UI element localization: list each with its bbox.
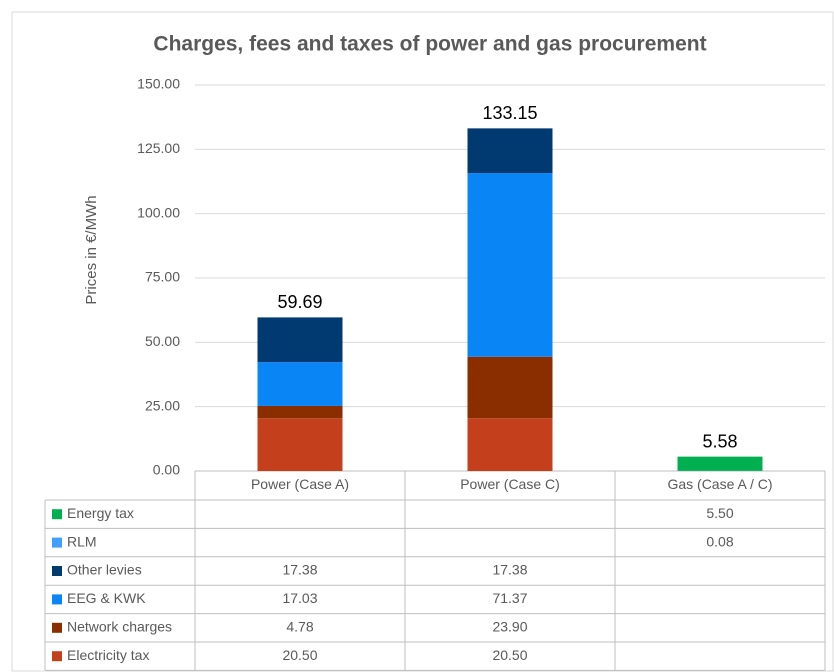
y-tick-label: 50.00 <box>145 333 180 349</box>
legend-key <box>52 622 62 633</box>
table-value: 17.38 <box>492 562 527 578</box>
y-tick-label: 25.00 <box>145 397 180 413</box>
table-value: 20.50 <box>282 647 317 663</box>
table-value: 20.50 <box>492 647 527 663</box>
chart-frame <box>11 11 834 672</box>
y-tick-label: 75.00 <box>145 269 180 285</box>
legend-label: Other levies <box>67 562 142 578</box>
legend-label: Energy tax <box>67 505 134 521</box>
bar-segment <box>467 356 553 419</box>
legend-label: Electricity tax <box>67 647 149 663</box>
table-value: 0.08 <box>706 533 733 549</box>
y-tick-label: 125.00 <box>137 140 180 156</box>
y-axis-title: Prices in €/MWh <box>83 195 100 304</box>
legend-key <box>52 594 62 605</box>
y-tick-label: 100.00 <box>137 204 180 220</box>
bar-segment <box>257 405 343 419</box>
bar-segment <box>467 418 553 471</box>
bar-segment <box>677 456 763 471</box>
chart-title: Charges, fees and taxes of power and gas… <box>153 33 706 56</box>
table-value: 4.78 <box>286 619 313 635</box>
bar-segment <box>467 128 553 174</box>
legend-key <box>52 651 62 662</box>
bar-segment <box>257 418 343 471</box>
legend-label: RLM <box>67 533 97 549</box>
x-tick-label: Power (Case A) <box>251 476 349 492</box>
table-value: 71.37 <box>492 590 527 606</box>
table-value: 5.50 <box>706 505 733 521</box>
total-label: 133.15 <box>482 103 537 123</box>
x-tick-label: Gas (Case A / C) <box>667 476 772 492</box>
table-value: 17.38 <box>282 562 317 578</box>
legend-label: EEG & KWK <box>67 590 146 606</box>
legend-key <box>52 537 62 548</box>
legend-key <box>52 566 62 576</box>
bar-segment <box>257 317 343 363</box>
y-tick-label: 0.00 <box>153 462 180 478</box>
bar-segment <box>467 173 553 357</box>
legend-label: Network charges <box>67 619 172 635</box>
total-label: 59.69 <box>277 292 322 312</box>
total-label: 5.58 <box>702 431 737 451</box>
y-tick-label: 150.00 <box>137 76 180 92</box>
legend-key <box>52 509 62 520</box>
x-tick-label: Power (Case C) <box>460 476 560 492</box>
bar-segment <box>257 362 343 406</box>
table-value: 17.03 <box>282 590 317 606</box>
table-value: 23.90 <box>492 619 527 635</box>
